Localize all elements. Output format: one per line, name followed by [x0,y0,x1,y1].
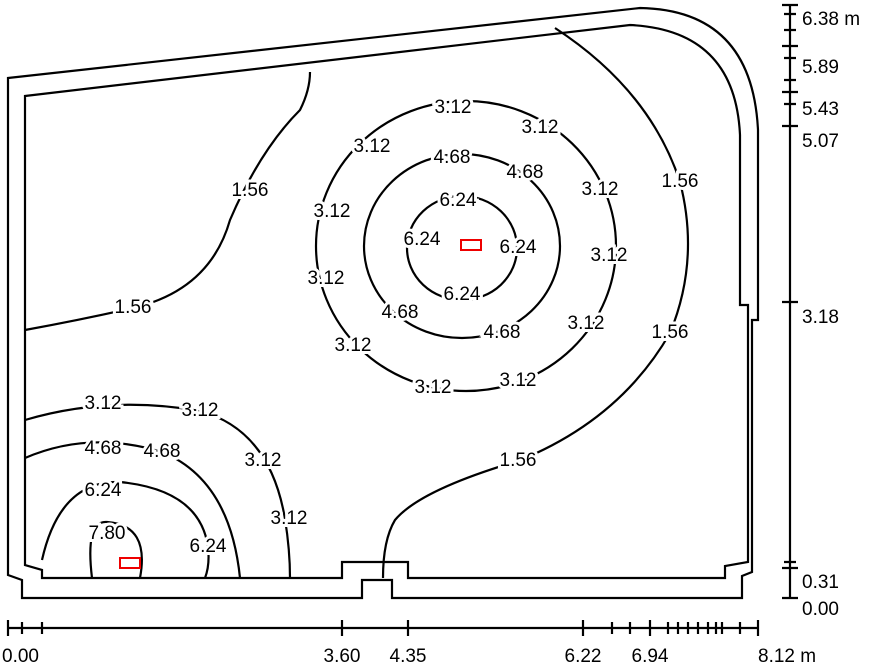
luminaire [460,239,482,251]
axis-label: 6.22 [565,646,602,667]
axis-label: 0.00 [802,599,839,620]
contour-label: 3.12 [182,400,219,421]
contour-label: 4.68 [144,441,181,462]
contour-label: 3.12 [500,370,537,391]
contour-label: 6.24 [440,190,477,211]
contour-label: 1.56 [115,297,152,318]
contour-label: 3.12 [271,508,308,529]
right-axis: 6.38 m 5.89 5.43 5.07 3.18 0.31 0.00 [782,3,860,620]
contour-label: 6.24 [85,480,122,501]
axis-label: 5.43 [802,99,839,120]
contour-label: 3.12 [85,393,122,414]
contour-label: 3.12 [591,245,628,266]
contour-label: 4.68 [507,162,544,183]
contour-label: 6.24 [500,237,537,258]
contour-label: 4.68 [382,302,419,323]
luminaire [119,557,141,569]
contour-label: 3.12 [415,377,452,398]
axis-label: 3.18 [802,307,839,328]
contour-label: 6.24 [190,536,227,557]
contour-label: 1.56 [652,322,689,343]
contour-label: 4.68 [434,147,471,168]
contour-label: 1.56 [500,450,537,471]
contour-label: 3.12 [568,313,605,334]
contour-labels: 3.12 3.12 3.12 4.68 4.68 3.12 1.56 1.56 … [82,94,702,560]
contour-label: 3.12 [335,335,372,356]
axis-label: 0.31 [802,572,839,593]
contour-label: 3.12 [522,117,559,138]
contour-label: 3.12 [582,179,619,200]
axis-label: 0.00 [2,646,39,667]
axis-label: 5.07 [802,131,839,152]
contour-label: 1.56 [662,171,699,192]
contour-label: 1.56 [232,180,269,201]
contour-label: 3.12 [354,136,391,157]
axis-label: 3.60 [324,646,361,667]
contour-label: 6.24 [444,284,481,305]
axis-label: 5.89 [802,57,839,78]
contour-label: 7.80 [89,523,126,544]
axis-label: 6.94 [632,646,669,667]
contour-label: 4.68 [484,322,521,343]
contour-label: 6.24 [404,229,441,250]
contour-lines [24,27,690,579]
axis-label: 6.38 m [802,9,860,30]
contour-label: 3.12 [314,201,351,222]
bottom-axis: 0.00 3.60 4.35 6.22 6.94 8.12 m [2,620,816,667]
contour-label: 4.68 [85,438,122,459]
axis-label: 4.35 [390,646,427,667]
contour-label: 3.12 [308,268,345,289]
contour-label: 3.12 [245,450,282,471]
room-outline [6,6,760,600]
contour-label: 3.12 [435,97,472,118]
axis-label: 8.12 m [758,646,816,667]
